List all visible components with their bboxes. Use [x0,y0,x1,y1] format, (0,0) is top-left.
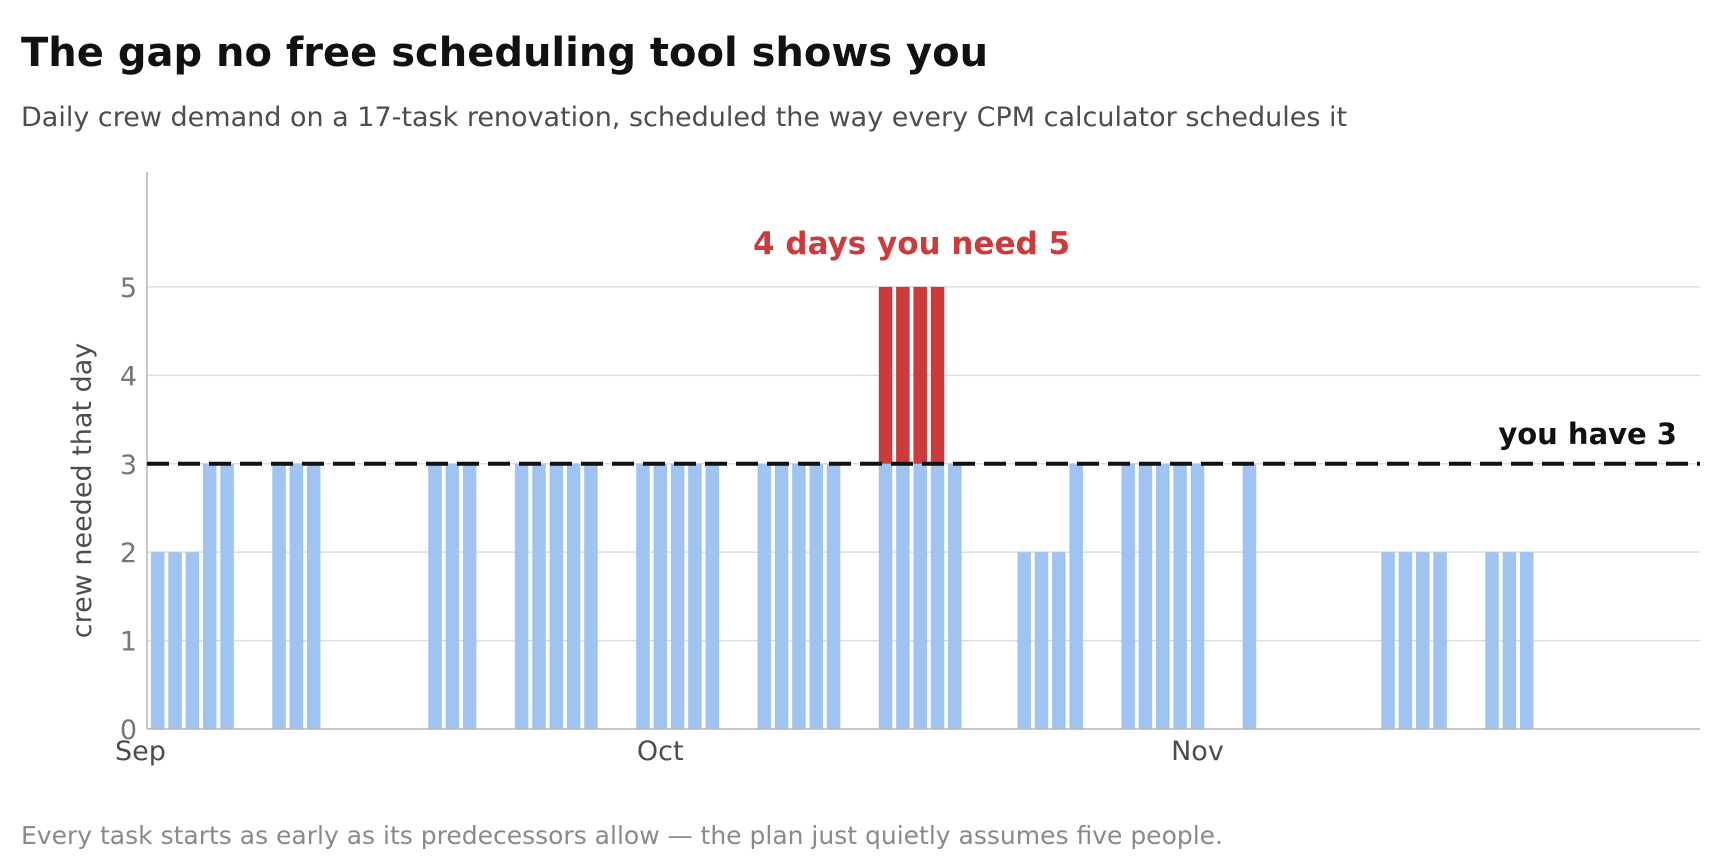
bar [566,463,581,729]
bar [757,463,772,729]
x-tick-label: Nov [1171,736,1224,767]
bar-within-capacity [896,463,910,729]
bar [1485,552,1499,729]
bar [306,463,321,729]
bar [809,463,823,729]
capacity-label: you have 3 [1498,417,1677,451]
bar [584,463,598,729]
bar [670,463,685,729]
bar [1017,552,1031,729]
bar [462,463,477,729]
chart-footnote: Every task starts as early as its predec… [21,821,1224,850]
y-tick-label: 0 [120,715,137,746]
bar [1519,552,1534,729]
bar [1398,552,1413,729]
bar [168,552,182,729]
bar [445,463,460,729]
y-tick-label: 1 [120,627,137,658]
bar [792,463,806,729]
bar [549,463,564,729]
bar [826,463,841,729]
bar [202,463,217,729]
bar [1381,552,1395,729]
x-tick-label: Oct [637,736,684,767]
x-tick-label: Sep [115,736,166,767]
bar [1415,552,1430,729]
bar [220,463,234,729]
bar-over-capacity [930,286,945,464]
bar [289,463,304,729]
bar-over-capacity [913,286,927,464]
bar [1173,463,1187,729]
bar [532,463,546,729]
chart-title: The gap no free scheduling tool shows yo… [21,30,989,76]
bar [1069,463,1083,729]
bar-series [150,286,1534,729]
bar [653,463,668,729]
bar [636,463,650,729]
bar [1190,463,1205,729]
bar [1433,552,1447,729]
bar [1156,463,1170,729]
bar-within-capacity [878,463,893,729]
bar-over-capacity [878,286,893,464]
bar-over-capacity [896,286,910,464]
y-tick-label: 2 [120,538,137,569]
y-tick-label: 3 [120,450,137,481]
y-tick-label: 4 [120,361,137,392]
bar [688,463,702,729]
annotations: you have 3 4 days you need 5 [147,226,1700,466]
bar [705,463,720,729]
bar [185,552,200,729]
bar [428,463,442,729]
y-tick-label: 5 [120,273,137,304]
bar-within-capacity [930,463,945,729]
y-axis-label: crew needed that day [67,343,98,639]
bar [1138,463,1153,729]
bar [272,463,286,729]
bar [514,463,529,729]
bar [1052,552,1066,729]
chart-subtitle: Daily crew demand on a 17-task renovatio… [21,102,1348,133]
bar [948,463,962,729]
bar [1502,552,1517,729]
axes: 0 1 2 3 4 5 Sep Oct Nov crew needed that day [67,172,1700,767]
bar [1121,463,1135,729]
bar [150,552,165,729]
bar [774,463,789,729]
bar-within-capacity [913,463,927,729]
bar [1034,552,1049,729]
over-capacity-annotation: 4 days you need 5 [753,226,1070,262]
bar [1242,463,1257,729]
